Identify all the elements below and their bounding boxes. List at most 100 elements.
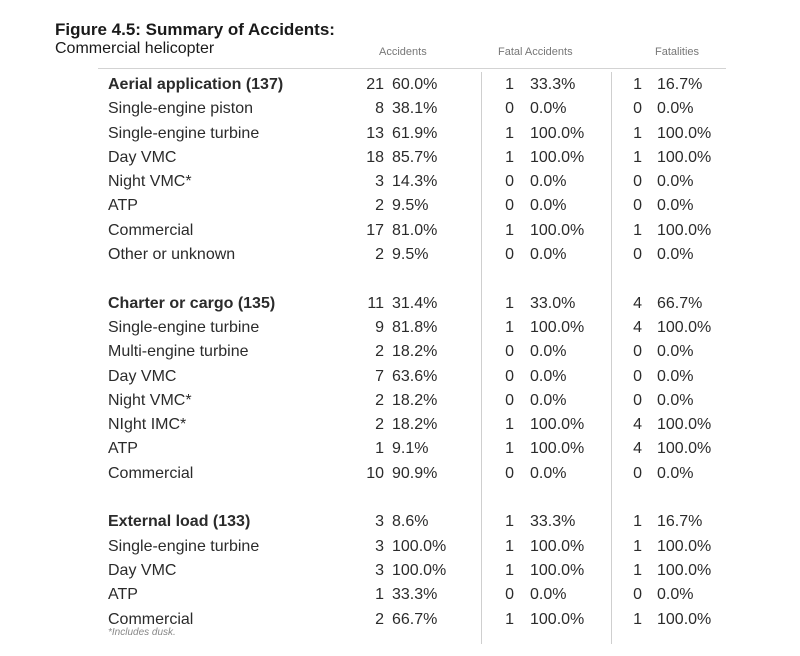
fatalities-percent: 100.0% [657, 124, 712, 142]
fatalities-count: 0 [633, 173, 642, 191]
accidents-percent: 33.3% [392, 586, 438, 604]
fatal-accidents-count: 0 [505, 464, 514, 482]
fatalities-percent: 100.0% [657, 440, 712, 458]
column-divider-2 [611, 72, 612, 644]
table-row: Multi-engine turbine 2 18.2% 0 0.0% 0 0.0% [0, 340, 800, 364]
fatal-accidents-percent: 100.0% [530, 440, 585, 458]
accidents-percent: 100.0% [392, 561, 447, 579]
accidents-percent: 60.0% [392, 76, 438, 93]
accidents-count: 13 [366, 124, 384, 142]
fatalities-percent: 100.0% [657, 221, 712, 239]
fatalities-percent: 0.0% [657, 197, 694, 215]
table-row: Commercial 2 66.7% 1 100.0% 1 100.0% [0, 608, 800, 632]
fatalities-percent: 16.7% [657, 76, 703, 93]
accidents-percent: 90.9% [392, 464, 438, 482]
fatal-accidents-percent: 0.0% [530, 391, 567, 409]
row-label: Charter or cargo (135) [108, 294, 276, 312]
accidents-percent: 14.3% [392, 173, 438, 191]
table-row: ATP 2 9.5% 0 0.0% 0 0.0% [0, 194, 800, 218]
accidents-count: 8 [375, 100, 384, 118]
accidents-count: 2 [375, 416, 384, 434]
fatalities-percent: 0.0% [657, 367, 694, 385]
column-header-fatal-accidents: Fatal Accidents [498, 46, 573, 58]
row-spacer [0, 267, 800, 291]
accidents-count: 3 [375, 513, 384, 531]
accidents-count: 3 [375, 537, 384, 555]
fatal-accidents-count: 1 [505, 318, 514, 336]
table-row: Commercial 10 90.9% 0 0.0% 0 0.0% [0, 462, 800, 486]
fatalities-count: 1 [633, 76, 642, 93]
accidents-percent: 9.5% [392, 246, 429, 264]
row-label: NIght IMC* [108, 416, 187, 434]
fatalities-count: 1 [633, 610, 642, 628]
row-label: Night VMC* [108, 173, 192, 191]
row-label: Commercial [108, 464, 194, 482]
column-header-accidents: Accidents [379, 46, 427, 58]
fatal-accidents-percent: 0.0% [530, 343, 567, 361]
row-label: Single-engine turbine [108, 537, 260, 555]
fatalities-percent: 100.0% [657, 318, 712, 336]
fatal-accidents-percent: 0.0% [530, 367, 567, 385]
row-label: Single-engine piston [108, 100, 253, 118]
footnote: *Includes dusk. [108, 627, 176, 638]
fatalities-count: 0 [633, 391, 642, 409]
row-label: Day VMC [108, 561, 177, 579]
table-row: ATP 1 9.1% 1 100.0% 4 100.0% [0, 437, 800, 461]
group-header-row: Aerial application (137) 21 60.0% 1 33.3% 1 16… [0, 73, 800, 97]
fatal-accidents-percent: 0.0% [530, 464, 567, 482]
fatal-accidents-percent: 100.0% [530, 537, 585, 555]
row-label: ATP [108, 197, 138, 215]
fatal-accidents-percent: 0.0% [530, 100, 567, 118]
header-rule [98, 68, 726, 69]
row-label: ATP [108, 440, 138, 458]
fatal-accidents-percent: 100.0% [530, 221, 585, 239]
table-row: Single-engine turbine 13 61.9% 1 100.0% 1 100.… [0, 122, 800, 146]
accidents-percent: 63.6% [392, 367, 438, 385]
fatal-accidents-count: 0 [505, 343, 514, 361]
accidents-count: 1 [375, 586, 384, 604]
accidents-count: 1 [375, 440, 384, 458]
fatal-accidents-count: 0 [505, 367, 514, 385]
table-row: Single-engine turbine 3 100.0% 1 100.0% 1 100.… [0, 535, 800, 559]
table-row: Other or unknown 2 9.5% 0 0.0% 0 0.0% [0, 243, 800, 267]
table-row: Single-engine turbine 9 81.8% 1 100.0% 4 100.0… [0, 316, 800, 340]
accidents-count: 18 [366, 148, 384, 166]
fatal-accidents-count: 1 [505, 513, 514, 531]
fatalities-count: 4 [633, 416, 642, 434]
fatalities-percent: 0.0% [657, 173, 694, 191]
row-label: Single-engine turbine [108, 124, 260, 142]
fatalities-count: 4 [633, 294, 642, 312]
fatal-accidents-percent: 33.3% [530, 76, 576, 93]
accidents-count: 17 [366, 221, 384, 239]
accidents-count: 2 [375, 610, 384, 628]
fatal-accidents-count: 1 [505, 76, 514, 93]
fatalities-count: 1 [633, 148, 642, 166]
table-row: Single-engine piston 8 38.1% 0 0.0% 0 0.0% [0, 97, 800, 121]
accidents-count: 3 [375, 173, 384, 191]
fatal-accidents-percent: 0.0% [530, 246, 567, 264]
fatal-accidents-count: 1 [505, 610, 514, 628]
table-row: Commercial 17 81.0% 1 100.0% 1 100.0% [0, 219, 800, 243]
table-row: Day VMC 7 63.6% 0 0.0% 0 0.0% [0, 365, 800, 389]
fatal-accidents-count: 0 [505, 246, 514, 264]
fatalities-count: 1 [633, 124, 642, 142]
table-row: Night VMC* 3 14.3% 0 0.0% 0 0.0% [0, 170, 800, 194]
accidents-count: 11 [367, 294, 384, 312]
accidents-count: 9 [375, 318, 384, 336]
fatalities-count: 0 [633, 367, 642, 385]
accidents-count: 7 [375, 367, 384, 385]
accidents-percent: 31.4% [392, 294, 438, 312]
row-label: Day VMC [108, 367, 177, 385]
fatal-accidents-percent: 100.0% [530, 610, 585, 628]
row-label: Other or unknown [108, 246, 236, 264]
fatalities-percent: 100.0% [657, 610, 712, 628]
accidents-count: 2 [375, 391, 384, 409]
row-label: Commercial [108, 221, 194, 239]
accidents-count: 3 [375, 561, 384, 579]
fatalities-percent: 0.0% [657, 246, 694, 264]
fatal-accidents-count: 0 [505, 586, 514, 604]
fatalities-percent: 100.0% [657, 561, 712, 579]
fatalities-count: 1 [633, 221, 642, 239]
row-label: Commercial [108, 610, 194, 628]
fatal-accidents-count: 0 [505, 173, 514, 191]
